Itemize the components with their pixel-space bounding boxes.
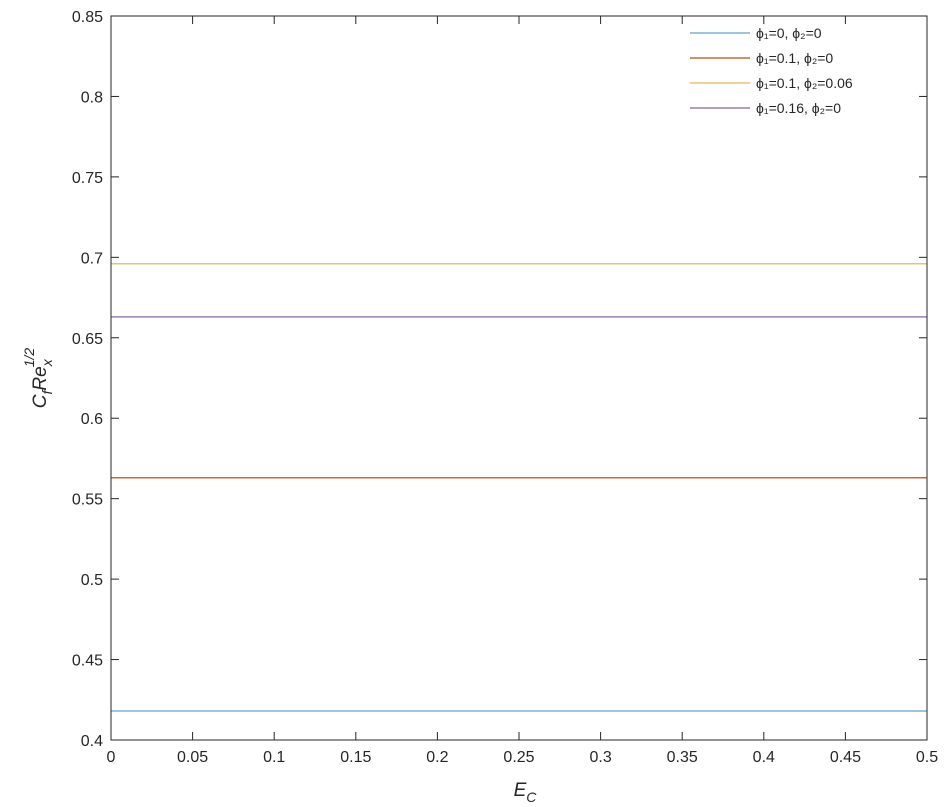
- x-tick-label: 0.45: [830, 749, 861, 766]
- y-tick-label: 0.4: [81, 733, 103, 750]
- y-tick-label: 0.5: [81, 572, 103, 589]
- legend: ϕ₁=0, ϕ₂=0 ϕ₁=0.1, ϕ₂=0 ϕ₁=0.1, ϕ₂=0.06 ϕ₁=…: [690, 25, 853, 116]
- x-tick-label: 0.1: [263, 749, 285, 766]
- y-axis-label: CfRex1/2: [21, 348, 55, 409]
- x-tick-label: 0.15: [340, 749, 371, 766]
- y-tick-label: 0.55: [72, 492, 103, 509]
- series-layer: [111, 263, 927, 712]
- x-axis-label: EC: [514, 780, 538, 805]
- y-tick-label: 0.65: [72, 331, 103, 348]
- legend-label-1: ϕ₁=0, ϕ₂=0: [756, 25, 822, 41]
- y-tick-label: 0.75: [72, 170, 103, 187]
- x-tick-label: 0.2: [426, 749, 448, 766]
- legend-label-4: ϕ₁=0.16, ϕ₂=0: [756, 100, 841, 116]
- y-tick-label: 0.85: [72, 9, 103, 26]
- x-tick-label: 0.4: [753, 749, 775, 766]
- y-tick-label: 0.6: [81, 411, 103, 428]
- x-tick-label: 0.5: [916, 749, 938, 766]
- ticks-layer: 0 0.05 0.1 0.15 0.2 0.25 0.3 0.35 0.4 0.45 0.5 0.4 0…: [72, 9, 938, 766]
- x-tick-label: 0: [107, 749, 116, 766]
- x-tick-label: 0.05: [177, 749, 208, 766]
- legend-label-3: ϕ₁=0.1, ϕ₂=0.06: [756, 75, 853, 91]
- y-tick-label: 0.7: [81, 250, 103, 267]
- x-tick-label: 0.35: [667, 749, 698, 766]
- y-tick-label: 0.45: [72, 653, 103, 670]
- axis-labels: EC CfRex1/2: [21, 348, 537, 805]
- y-tick-label: 0.8: [81, 89, 103, 106]
- legend-label-2: ϕ₁=0.1, ϕ₂=0: [756, 50, 833, 66]
- x-tick-label: 0.3: [589, 749, 611, 766]
- x-tick-label: 0.25: [503, 749, 534, 766]
